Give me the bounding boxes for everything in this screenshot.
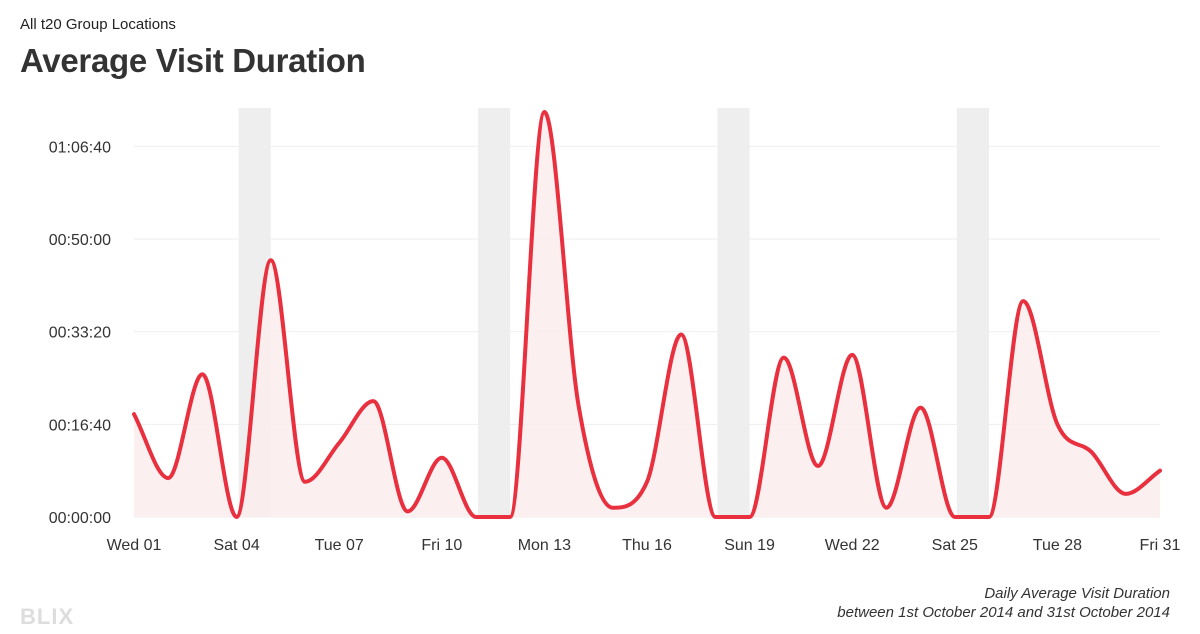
series-area xyxy=(134,112,1160,518)
y-axis: 00:00:00 00:16:40 00:33:20 00:50:00 01:06:40 xyxy=(49,139,111,527)
caption-line-1: Daily Average Visit Duration xyxy=(984,585,1170,602)
data-point xyxy=(611,506,615,510)
data-point xyxy=(577,404,581,408)
data-point xyxy=(235,515,239,519)
data-point xyxy=(166,476,170,480)
y-tick-label: 01:06:40 xyxy=(49,139,111,156)
line-layer xyxy=(132,110,1162,519)
x-tick-label: Wed 01 xyxy=(107,537,162,554)
data-point xyxy=(816,464,820,468)
x-tick-label: Tue 28 xyxy=(1033,537,1082,554)
chart-subtitle: All t20 Group Locations xyxy=(20,16,176,33)
y-tick-label: 00:16:40 xyxy=(49,417,111,434)
x-tick-label: Wed 22 xyxy=(825,537,880,554)
data-point xyxy=(1124,492,1128,496)
data-point xyxy=(269,258,273,262)
x-tick-label: Sun 19 xyxy=(724,537,775,554)
weekend-bands xyxy=(238,108,989,517)
x-tick-label: Mon 13 xyxy=(518,537,571,554)
data-point xyxy=(337,441,341,445)
area-layer xyxy=(134,112,1160,518)
data-point xyxy=(303,480,307,484)
data-point xyxy=(987,515,991,519)
data-point xyxy=(748,515,752,519)
data-point xyxy=(953,515,957,519)
data-point xyxy=(1055,422,1059,426)
y-tick-label: 00:00:00 xyxy=(49,510,111,527)
blix-logo: BLIX xyxy=(20,604,75,629)
y-tick-label: 00:50:00 xyxy=(49,232,111,249)
data-point xyxy=(713,515,717,519)
data-point xyxy=(679,332,683,336)
data-point xyxy=(440,456,444,460)
x-tick-label: Thu 16 xyxy=(622,537,672,554)
caption-line-2: between 1st October 2014 and 31st Octobe… xyxy=(837,604,1170,621)
series-line xyxy=(132,110,1162,519)
data-point xyxy=(850,353,854,357)
data-point xyxy=(542,110,546,114)
data-point xyxy=(406,509,410,513)
x-tick-label: Tue 07 xyxy=(315,537,364,554)
data-point xyxy=(474,515,478,519)
data-point xyxy=(884,506,888,510)
x-tick-label: Fri 10 xyxy=(421,537,462,554)
x-tick-label: Sat 04 xyxy=(213,537,259,554)
data-point xyxy=(200,372,204,376)
x-tick-label: Fri 31 xyxy=(1140,537,1181,554)
x-tick-label: Sat 25 xyxy=(932,537,978,554)
weekend-band xyxy=(956,108,989,517)
weekend-band xyxy=(717,108,750,517)
data-point xyxy=(508,515,512,519)
data-point xyxy=(645,480,649,484)
data-point xyxy=(1158,469,1162,473)
data-point xyxy=(132,412,136,416)
data-point xyxy=(782,356,786,360)
data-point xyxy=(1090,450,1094,454)
weekend-band xyxy=(478,108,511,517)
data-point xyxy=(919,406,923,410)
y-tick-label: 00:33:20 xyxy=(49,325,111,342)
data-point xyxy=(1021,299,1025,303)
chart-title: Average Visit Duration xyxy=(20,42,366,79)
data-point xyxy=(371,399,375,403)
x-axis: Wed 01 Sat 04 Tue 07 Fri 10 Mon 13 Thu 16 Sun … xyxy=(107,537,1181,554)
